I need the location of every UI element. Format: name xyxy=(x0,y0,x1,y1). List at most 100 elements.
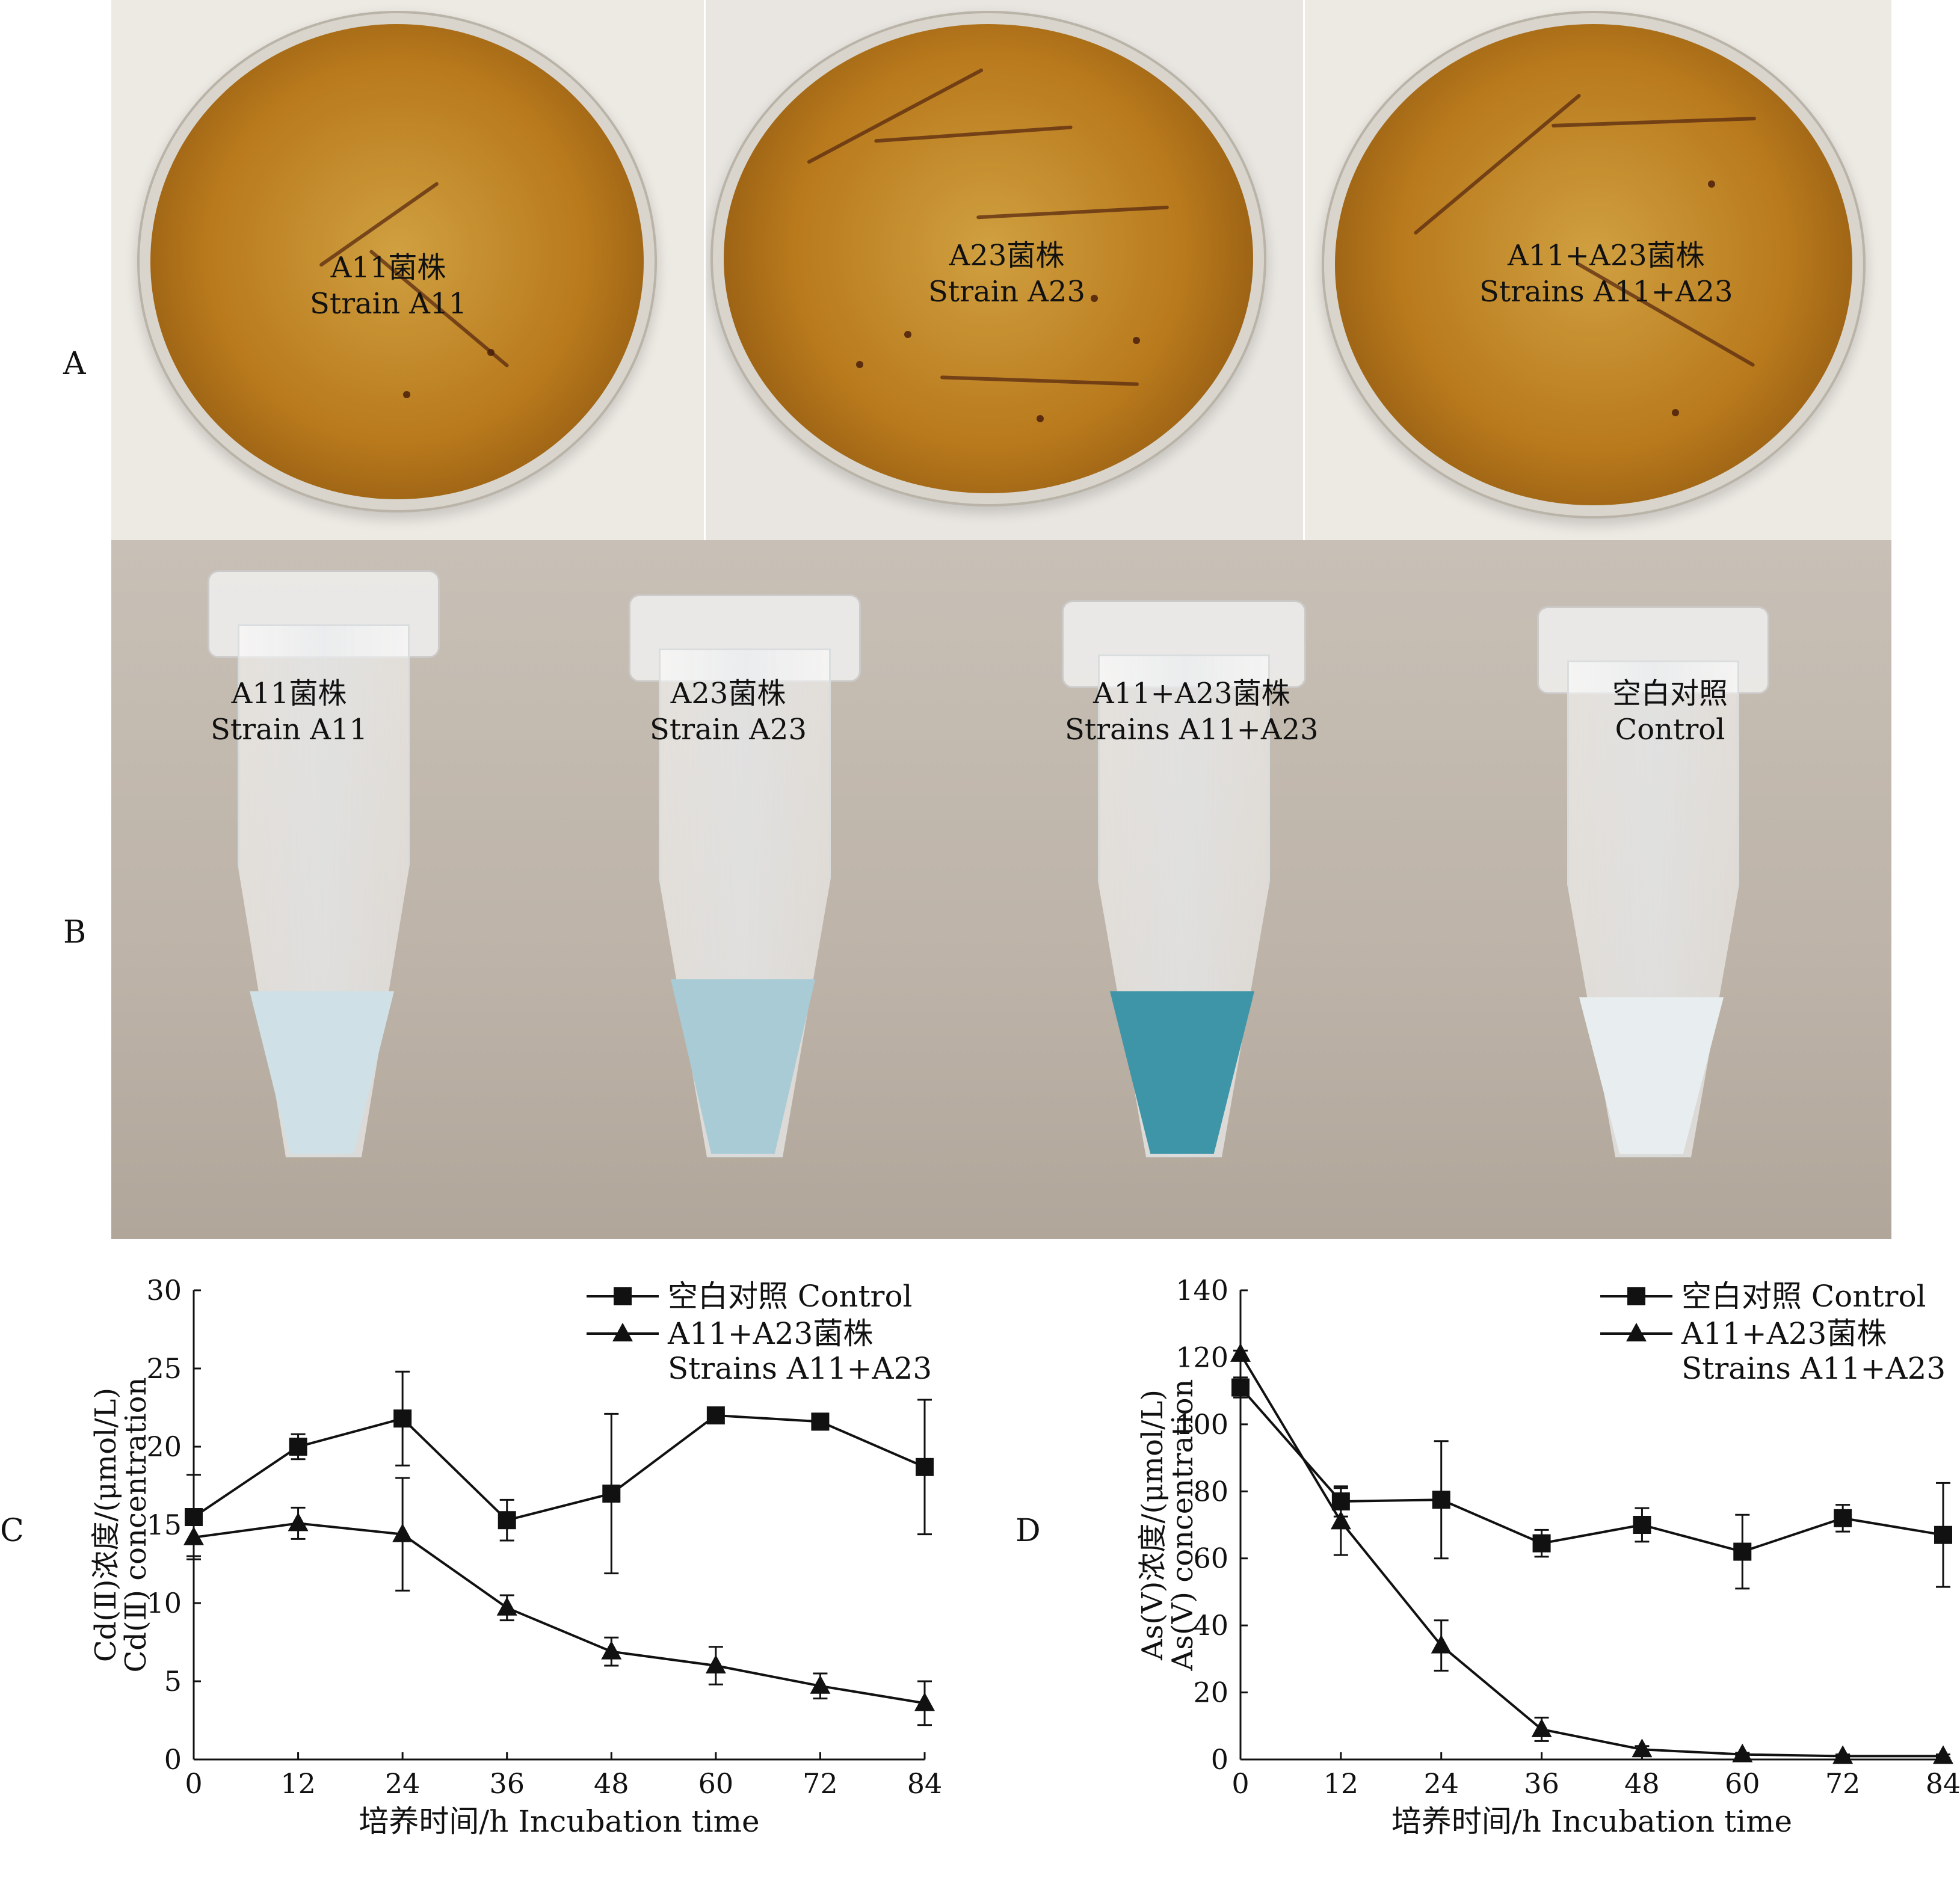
tube-label-cn: A23菌株 xyxy=(670,677,786,710)
y-axis-label: As(Ⅴ)浓度/(μmol/L) xyxy=(1136,1390,1170,1661)
tube-label-en: Strains A11+A23 xyxy=(1065,713,1319,746)
colony-streak xyxy=(874,125,1073,143)
plate-label-a23: A23菌株 Strain A23 xyxy=(928,238,1085,310)
tube-label-mix: A11+A23菌株 Strains A11+A23 xyxy=(1065,676,1319,748)
y-tick-label: 25 xyxy=(146,1352,182,1385)
x-tick-label: 36 xyxy=(1524,1767,1559,1800)
square-marker xyxy=(602,1485,621,1503)
plate-label-en: Strain A23 xyxy=(928,275,1085,309)
x-tick-label: 12 xyxy=(280,1767,316,1800)
triangle-marker xyxy=(1632,1738,1653,1758)
tubes-photo: A11菌株 Strain A11 A23菌株 Strain A23 A11+A2… xyxy=(111,540,1891,1239)
square-marker xyxy=(1733,1542,1752,1561)
x-tick-label: 24 xyxy=(1423,1767,1459,1800)
x-tick-label: 36 xyxy=(489,1767,525,1800)
legend-label: A11+A23菌株 xyxy=(1681,1316,1887,1351)
colony-streak xyxy=(806,67,984,165)
plate-label-cn: A11+A23菌株 xyxy=(1507,239,1705,272)
triangle-marker xyxy=(288,1512,309,1531)
y-tick-label: 100 xyxy=(1176,1408,1228,1441)
y-tick-label: 0 xyxy=(1211,1743,1228,1776)
tube-label-cn: 空白对照 xyxy=(1612,677,1728,710)
colony-dot xyxy=(403,391,410,398)
x-tick-label: 48 xyxy=(594,1767,629,1800)
y-tick-label: 20 xyxy=(1193,1676,1228,1709)
series-line xyxy=(193,1522,925,1705)
colony-dot xyxy=(1037,415,1044,422)
plate-label-cn: A23菌株 xyxy=(949,239,1065,272)
legend-label: A11+A23菌株 xyxy=(667,1316,873,1351)
tube-label-control: 空白对照 Control xyxy=(1612,676,1728,748)
colony-streak xyxy=(1413,93,1582,235)
triangle-marker xyxy=(1230,1343,1251,1362)
y-axis-label: As(Ⅴ) concentration xyxy=(1166,1379,1200,1672)
triangle-marker xyxy=(1933,1745,1953,1764)
colony-dot xyxy=(1091,295,1098,302)
tube-liquid xyxy=(671,979,815,1154)
series-line xyxy=(1239,1353,1943,1758)
chart-cd: 0 5 10 15 20 25 30 0 12 24 36 48 60 72 84 培养时间/h Incuba… xyxy=(89,1274,943,1839)
y-axis-label: Cd(Ⅱ)浓度/(μmol/L) xyxy=(89,1388,123,1662)
x-tick-label: 12 xyxy=(1324,1767,1359,1800)
square-marker xyxy=(1432,1491,1450,1509)
colony-streak xyxy=(976,205,1169,220)
square-marker xyxy=(1934,1525,1952,1544)
tube-label-cn: A11菌株 xyxy=(231,677,347,710)
triangle-marker xyxy=(496,1596,517,1616)
series-line xyxy=(1239,1387,1944,1553)
colony-dot xyxy=(904,331,911,338)
legend-label: Strains A11+A23 xyxy=(668,1351,932,1386)
square-marker xyxy=(289,1438,307,1456)
tube-label-cn: A11+A23菌株 xyxy=(1092,677,1290,710)
tube-label-en: Control xyxy=(1615,713,1725,746)
square-marker xyxy=(498,1511,516,1530)
triangle-marker xyxy=(705,1655,726,1673)
x-tick-label: 84 xyxy=(1926,1767,1960,1800)
tube-a23 xyxy=(611,594,875,1172)
square-marker xyxy=(706,1406,725,1424)
triangle-marker xyxy=(1431,1634,1452,1654)
plate-label-cn: A11菌株 xyxy=(330,251,446,285)
chart-as: 0 20 40 60 80 100 120 140 0 12 24 36 48 60 72 84 培养时间/h … xyxy=(1136,1274,1960,1839)
x-tick-label: 60 xyxy=(698,1767,734,1800)
plate-photo-a23: A23菌株 Strain A23 xyxy=(706,0,1303,540)
square-marker xyxy=(614,1287,632,1305)
y-tick-label: 0 xyxy=(164,1743,182,1776)
colony-dot xyxy=(1133,337,1140,344)
triangle-marker xyxy=(1732,1743,1753,1762)
panel-a-letter: A xyxy=(63,346,86,382)
x-tick-label: 84 xyxy=(907,1767,943,1800)
triangle-marker xyxy=(612,1323,633,1341)
tube-label-a23: A23菌株 Strain A23 xyxy=(650,676,807,748)
colony-dot xyxy=(487,349,495,356)
square-marker xyxy=(1532,1534,1551,1553)
square-marker xyxy=(916,1458,934,1476)
x-tick-label: 0 xyxy=(1231,1767,1249,1800)
tube-liquid xyxy=(1579,997,1724,1154)
y-tick-label: 60 xyxy=(1193,1542,1228,1575)
x-tick-label: 48 xyxy=(1624,1767,1660,1800)
panel-b-letter: B xyxy=(63,914,87,950)
triangle-marker xyxy=(183,1526,204,1545)
y-tick-label: 15 xyxy=(146,1509,182,1541)
tube-liquid xyxy=(250,991,394,1154)
x-tick-label: 72 xyxy=(1825,1767,1861,1800)
x-axis-label: 培养时间/h Incubation time xyxy=(1391,1804,1792,1839)
plate-label-en: Strains A11+A23 xyxy=(1479,275,1733,309)
y-tick-label: 120 xyxy=(1176,1341,1228,1373)
tube-mix xyxy=(1038,600,1327,1172)
y-axis-label: Cd(Ⅱ) concentration xyxy=(119,1378,153,1673)
y-tick-label: 20 xyxy=(146,1430,182,1463)
triangle-marker xyxy=(392,1523,413,1542)
square-marker xyxy=(1633,1516,1651,1534)
y-tick-label: 10 xyxy=(146,1587,182,1619)
colony-dot xyxy=(1708,180,1715,188)
panel-d-letter: D xyxy=(1015,1513,1041,1549)
colony-streak xyxy=(940,375,1139,386)
square-marker xyxy=(811,1412,830,1431)
panel-c-letter: C xyxy=(0,1513,24,1549)
triangle-marker xyxy=(1832,1745,1854,1764)
legend-label: 空白对照 Control xyxy=(1681,1279,1926,1314)
x-tick-label: 72 xyxy=(803,1767,838,1800)
colony-dot xyxy=(1672,409,1679,416)
